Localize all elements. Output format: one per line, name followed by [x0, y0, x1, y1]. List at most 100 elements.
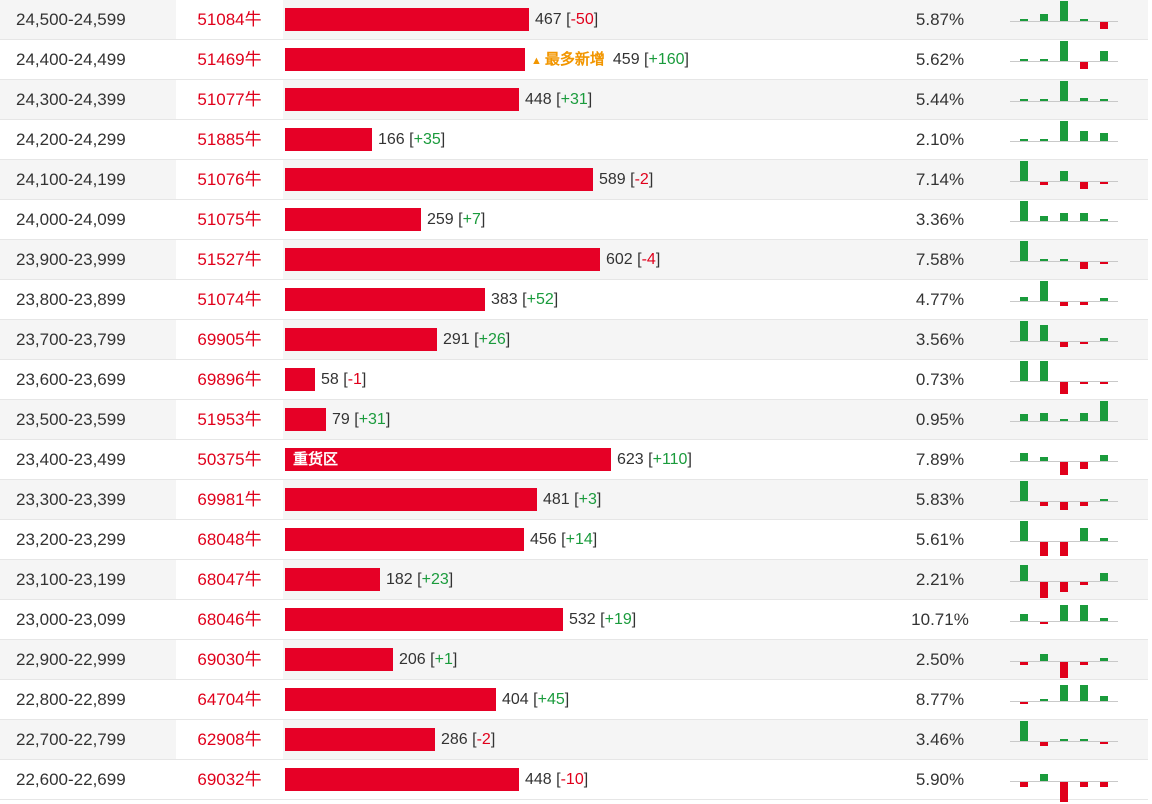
change-value: +1	[434, 651, 453, 668]
count-value: 259	[427, 211, 454, 228]
mini-bar-up	[1100, 298, 1108, 301]
count-value: 532	[569, 611, 596, 628]
table-row[interactable]: 23,900-23,999 51527牛 602 [-4] 7.58%	[0, 240, 1148, 280]
count-value: 404	[502, 691, 529, 708]
product-code-link[interactable]: 69030牛	[176, 640, 283, 679]
product-code-link[interactable]: 51469牛	[176, 40, 283, 79]
mini-baseline	[1010, 621, 1118, 622]
mini-bar-down	[1080, 382, 1088, 384]
table-row[interactable]: 23,800-23,899 51074牛 383 [+52] 4.77%	[0, 280, 1148, 320]
percentage: 3.36%	[915, 210, 965, 229]
product-code-link[interactable]: 51077牛	[176, 80, 283, 119]
table-row[interactable]: 22,900-22,999 69030牛 206 [+1] 2.50%	[0, 640, 1148, 680]
percentage: 5.90%	[915, 770, 965, 789]
change-value: -4	[641, 251, 656, 268]
price-range: 23,800-23,899	[16, 290, 126, 309]
mini-trend-chart	[1010, 80, 1120, 119]
table-row[interactable]: 22,800-22,899 64704牛 404 [+45] 8.77%	[0, 680, 1148, 720]
table-row[interactable]: 23,000-23,099 68046牛 532 [+19] 10.71%	[0, 600, 1148, 640]
change-value: -2	[634, 171, 649, 188]
price-range: 22,800-22,899	[16, 690, 126, 709]
table-row[interactable]: 22,600-22,699 69032牛 448 [-10] 5.90%	[0, 760, 1148, 802]
mini-bar-down	[1060, 502, 1068, 510]
table-row[interactable]: 23,600-23,699 69896牛 58 [-1] 0.73%	[0, 360, 1148, 400]
product-code-link[interactable]: 69981牛	[176, 480, 283, 519]
count-value: 623	[617, 451, 644, 468]
count-value: 459	[612, 51, 640, 68]
product-code-link[interactable]: 51084牛	[176, 0, 283, 39]
table-row[interactable]: 24,400-24,499 51469牛 ▲ 最多新增 459 [+160] 5.62%	[0, 40, 1148, 80]
mini-bar-up	[1060, 1, 1068, 21]
quantity-value: ▲ 最多新增 459 [+160]	[531, 51, 689, 68]
quantity-bar	[285, 408, 326, 431]
price-range: 24,200-24,299	[16, 130, 126, 149]
product-code-link[interactable]: 69905牛	[176, 320, 283, 359]
mini-bar-up	[1020, 297, 1028, 301]
table-row[interactable]: 23,500-23,599 51953牛 79 [+31] 0.95%	[0, 400, 1148, 440]
mini-bar-down	[1040, 622, 1048, 624]
price-range: 23,000-23,099	[16, 610, 126, 629]
mini-bar-up	[1020, 99, 1028, 101]
price-range: 24,500-24,599	[16, 10, 126, 29]
mini-bar-down	[1060, 542, 1068, 556]
mini-baseline	[1010, 101, 1118, 102]
change-value: +35	[413, 131, 441, 148]
change-value: +110	[652, 451, 688, 468]
mini-bar-down	[1040, 582, 1048, 598]
product-code-link[interactable]: 69032牛	[176, 760, 283, 799]
mini-bar-down	[1080, 662, 1088, 665]
quantity-value: 206 [+1]	[399, 651, 458, 668]
table-row[interactable]: 23,200-23,299 68048牛 456 [+14] 5.61%	[0, 520, 1148, 560]
mini-bar-down	[1080, 502, 1088, 506]
product-code-link[interactable]: 51953牛	[176, 400, 283, 439]
table-row[interactable]: 24,000-24,099 51075牛 259 [+7] 3.36%	[0, 200, 1148, 240]
table-row[interactable]: 23,300-23,399 69981牛 481 [+3] 5.83%	[0, 480, 1148, 520]
mini-trend-chart	[1010, 40, 1120, 79]
mini-bar-down	[1100, 262, 1108, 264]
product-code-link[interactable]: 62908牛	[176, 720, 283, 759]
product-code-link[interactable]: 51074牛	[176, 280, 283, 319]
quantity-bar	[285, 288, 485, 311]
product-code-link[interactable]: 64704牛	[176, 680, 283, 719]
mini-bar-up	[1060, 685, 1068, 701]
product-code-link[interactable]: 51885牛	[176, 120, 283, 159]
product-code-link[interactable]: 51075牛	[176, 200, 283, 239]
mini-bar-up	[1060, 41, 1068, 61]
mini-bar-down	[1080, 342, 1088, 344]
price-range: 23,200-23,299	[16, 530, 126, 549]
mini-bar-up	[1100, 51, 1108, 61]
table-row[interactable]: 23,100-23,199 68047牛 182 [+23] 2.21%	[0, 560, 1148, 600]
percentage: 3.56%	[915, 330, 965, 349]
table-row[interactable]: 23,700-23,799 69905牛 291 [+26] 3.56%	[0, 320, 1148, 360]
table-row[interactable]: 24,100-24,199 51076牛 589 [-2] 7.14%	[0, 160, 1148, 200]
mini-bar-up	[1080, 605, 1088, 621]
product-code-link[interactable]: 68048牛	[176, 520, 283, 559]
product-code-link[interactable]: 69896牛	[176, 360, 283, 399]
percentage: 5.87%	[915, 10, 965, 29]
table-row[interactable]: 24,200-24,299 51885牛 166 [+35] 2.10%	[0, 120, 1148, 160]
mini-trend-chart	[1010, 400, 1120, 439]
mini-baseline	[1010, 741, 1118, 742]
table-row[interactable]: 24,300-24,399 51077牛 448 [+31] 5.44%	[0, 80, 1148, 120]
table-row[interactable]: 24,500-24,599 51084牛 467 [-50] 5.87%	[0, 0, 1148, 40]
mini-bar-up	[1040, 14, 1048, 21]
mini-bar-down	[1080, 262, 1088, 269]
count-value: 589	[599, 171, 626, 188]
product-code-link[interactable]: 51527牛	[176, 240, 283, 279]
product-code-link[interactable]: 68046牛	[176, 600, 283, 639]
change-value: +7	[462, 211, 481, 228]
quantity-bar	[285, 328, 437, 351]
mini-bar-up	[1100, 219, 1108, 221]
quantity-value: 79 [+31]	[332, 411, 391, 428]
mini-trend-chart	[1010, 160, 1120, 199]
mini-bar-up	[1100, 618, 1108, 621]
count-value: 58	[321, 371, 339, 388]
product-code-link[interactable]: 68047牛	[176, 560, 283, 599]
table-row[interactable]: 22,700-22,799 62908牛 286 [-2] 3.46%	[0, 720, 1148, 760]
product-code-link[interactable]: 51076牛	[176, 160, 283, 199]
mini-bar-up	[1020, 161, 1028, 181]
price-range: 24,300-24,399	[16, 90, 126, 109]
product-code-link[interactable]: 50375牛	[176, 440, 283, 479]
table-row[interactable]: 23,400-23,499 50375牛 重货区 623 [+110] 7.89%	[0, 440, 1148, 480]
mini-bar-up	[1020, 361, 1028, 381]
